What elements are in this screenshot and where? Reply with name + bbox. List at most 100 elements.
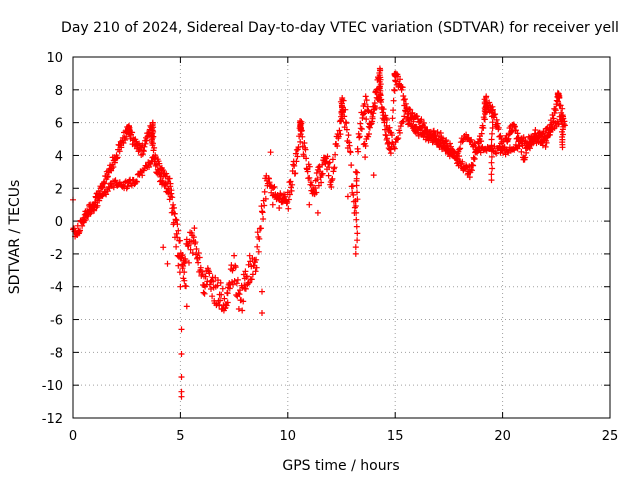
data-point bbox=[527, 145, 533, 152]
data-point bbox=[318, 179, 325, 186]
data-point bbox=[440, 142, 447, 149]
data-point bbox=[173, 217, 180, 224]
data-point bbox=[363, 116, 370, 123]
data-point bbox=[164, 260, 171, 267]
data-point bbox=[361, 101, 368, 107]
data-point bbox=[187, 246, 194, 253]
grid bbox=[73, 57, 610, 418]
data-point bbox=[397, 123, 404, 130]
data-point bbox=[104, 173, 111, 180]
data-point bbox=[319, 170, 326, 177]
data-point bbox=[489, 165, 496, 172]
data-point bbox=[452, 155, 459, 162]
data-point bbox=[334, 143, 341, 149]
data-point bbox=[77, 227, 83, 234]
y-tick-label: -6 bbox=[50, 314, 63, 329]
data-point bbox=[478, 130, 485, 137]
data-point bbox=[256, 235, 263, 242]
data-point bbox=[314, 176, 321, 183]
data-point bbox=[481, 116, 488, 123]
data-point bbox=[493, 116, 500, 123]
data-point bbox=[206, 270, 213, 277]
data-point bbox=[253, 256, 260, 263]
data-point bbox=[389, 115, 396, 122]
data-point bbox=[447, 140, 453, 147]
data-point bbox=[183, 303, 190, 310]
data-point bbox=[239, 307, 246, 314]
data-point bbox=[516, 142, 523, 149]
data-point bbox=[293, 158, 300, 165]
data-point bbox=[353, 223, 360, 230]
data-point bbox=[422, 136, 429, 143]
data-point bbox=[363, 97, 370, 104]
data-point bbox=[352, 250, 359, 257]
data-point bbox=[160, 244, 167, 251]
data-point bbox=[390, 107, 397, 114]
data-point bbox=[267, 149, 274, 156]
data-point bbox=[489, 113, 495, 120]
data-point bbox=[126, 122, 132, 129]
data-point bbox=[103, 191, 110, 198]
data-point bbox=[326, 159, 333, 166]
data-point bbox=[488, 153, 495, 160]
data-point bbox=[139, 172, 146, 179]
data-point bbox=[488, 177, 495, 184]
y-tick-label: 8 bbox=[55, 84, 63, 99]
data-point bbox=[173, 243, 180, 250]
data-point bbox=[329, 156, 336, 163]
data-point bbox=[307, 179, 314, 186]
data-point bbox=[353, 175, 360, 182]
data-point bbox=[383, 122, 390, 129]
data-point bbox=[430, 137, 437, 144]
axis-ticks: 0 5 10 15 20 25 -12 -10 -8 -6 -4 -2 0 2 4 6 8 10 bbox=[42, 51, 619, 444]
data-point bbox=[277, 192, 284, 199]
data-point bbox=[325, 172, 332, 179]
data-point bbox=[354, 196, 361, 203]
data-point bbox=[309, 182, 315, 189]
data-point bbox=[200, 289, 207, 296]
data-point bbox=[174, 234, 181, 241]
data-point bbox=[366, 124, 373, 131]
data-point bbox=[193, 246, 200, 252]
data-point bbox=[149, 119, 156, 126]
data-point bbox=[181, 277, 188, 284]
data-point bbox=[369, 113, 376, 120]
data-point bbox=[370, 110, 377, 117]
chart-title: Day 210 of 2024, Sidereal Day-to-day VTE… bbox=[61, 20, 619, 36]
data-point bbox=[362, 93, 369, 100]
data-point bbox=[523, 149, 530, 156]
data-point bbox=[195, 250, 202, 256]
y-tick-label: 6 bbox=[55, 117, 63, 132]
data-point bbox=[235, 290, 242, 297]
data-point bbox=[488, 171, 495, 178]
data-point bbox=[201, 290, 208, 297]
data-point bbox=[259, 310, 265, 316]
data-point bbox=[196, 254, 203, 261]
data-point bbox=[122, 137, 129, 143]
data-point bbox=[424, 126, 431, 133]
data-point bbox=[178, 326, 185, 333]
data-point bbox=[215, 277, 221, 284]
data-point bbox=[401, 96, 408, 103]
data-point bbox=[387, 150, 394, 157]
data-point bbox=[269, 201, 276, 208]
data-point bbox=[221, 295, 228, 302]
data-point bbox=[312, 185, 319, 191]
data-point bbox=[399, 84, 406, 91]
data-point bbox=[370, 172, 377, 179]
data-point bbox=[347, 149, 354, 156]
data-point bbox=[489, 107, 496, 114]
data-point bbox=[396, 129, 403, 136]
y-tick-label: -2 bbox=[50, 248, 63, 263]
data-point bbox=[285, 196, 292, 203]
data-point bbox=[241, 275, 248, 282]
data-point bbox=[554, 90, 561, 97]
data-point bbox=[559, 144, 566, 151]
data-point bbox=[178, 252, 185, 259]
data-point bbox=[478, 138, 485, 145]
data-point bbox=[488, 148, 495, 155]
data-point bbox=[406, 106, 413, 113]
data-point bbox=[195, 259, 202, 266]
y-tick-label: -12 bbox=[42, 412, 63, 427]
